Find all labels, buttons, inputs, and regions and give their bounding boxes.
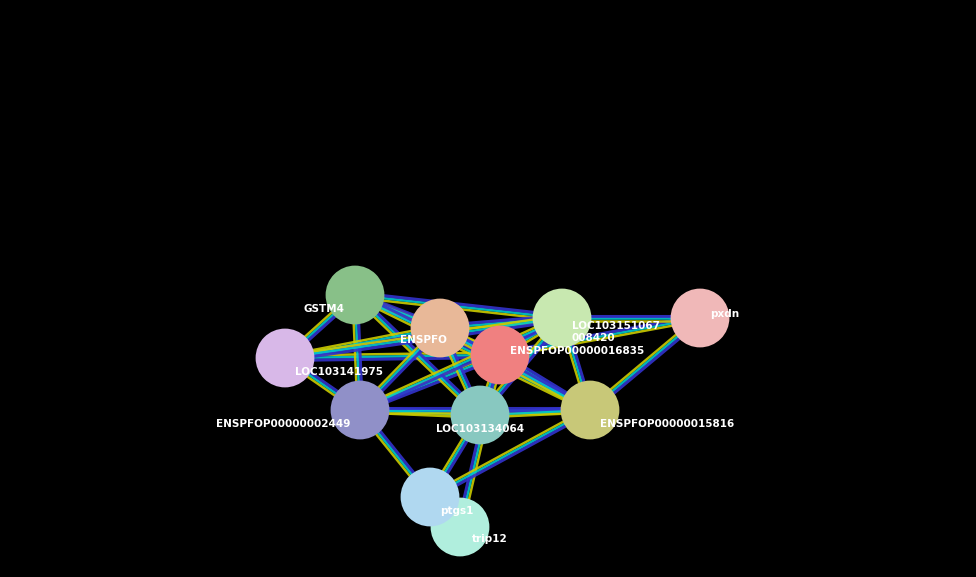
Circle shape (327, 267, 383, 323)
Text: ENSPFOP00000015816: ENSPFOP00000015816 (600, 419, 734, 429)
Circle shape (332, 382, 388, 438)
Circle shape (452, 387, 508, 443)
Circle shape (672, 290, 728, 346)
Circle shape (472, 327, 528, 383)
Text: ptgs1: ptgs1 (440, 506, 473, 516)
Text: pxdn: pxdn (710, 309, 739, 319)
Text: LOC103151067
008420: LOC103151067 008420 (572, 321, 660, 343)
Text: GSTM4: GSTM4 (304, 304, 345, 314)
Circle shape (412, 300, 468, 356)
Text: ENSPFOP00000016835: ENSPFOP00000016835 (510, 346, 644, 356)
Circle shape (257, 330, 313, 386)
Text: ENSPFOP00000002449: ENSPFOP00000002449 (216, 419, 350, 429)
Text: ENSPFO: ENSPFO (400, 335, 447, 345)
Text: LOC103141975: LOC103141975 (295, 367, 383, 377)
Text: LOC103134064: LOC103134064 (436, 424, 524, 434)
Circle shape (402, 469, 458, 525)
Circle shape (432, 499, 488, 555)
Text: trip12: trip12 (472, 534, 508, 544)
Circle shape (562, 382, 618, 438)
Circle shape (534, 290, 590, 346)
